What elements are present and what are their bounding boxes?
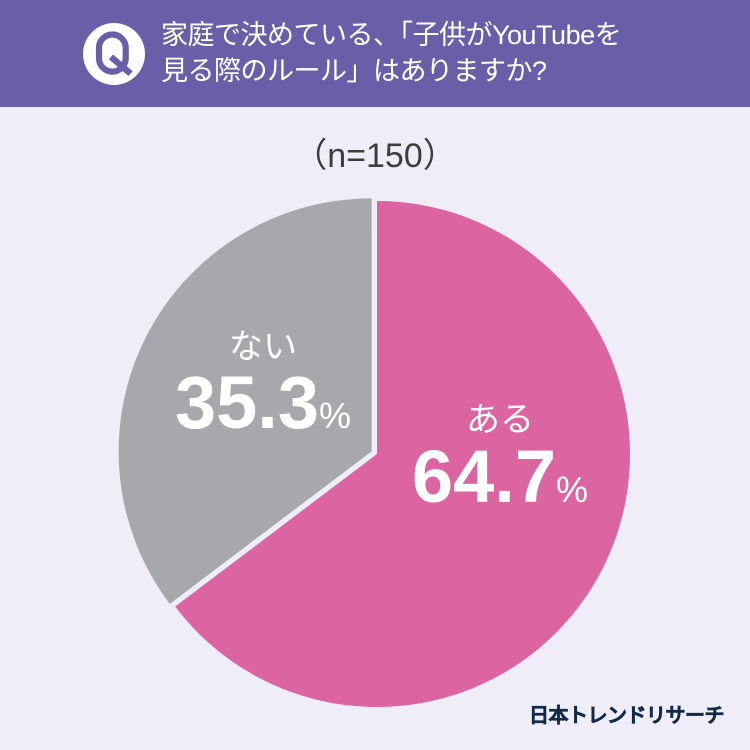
svg-text:ある: ある xyxy=(466,401,534,439)
